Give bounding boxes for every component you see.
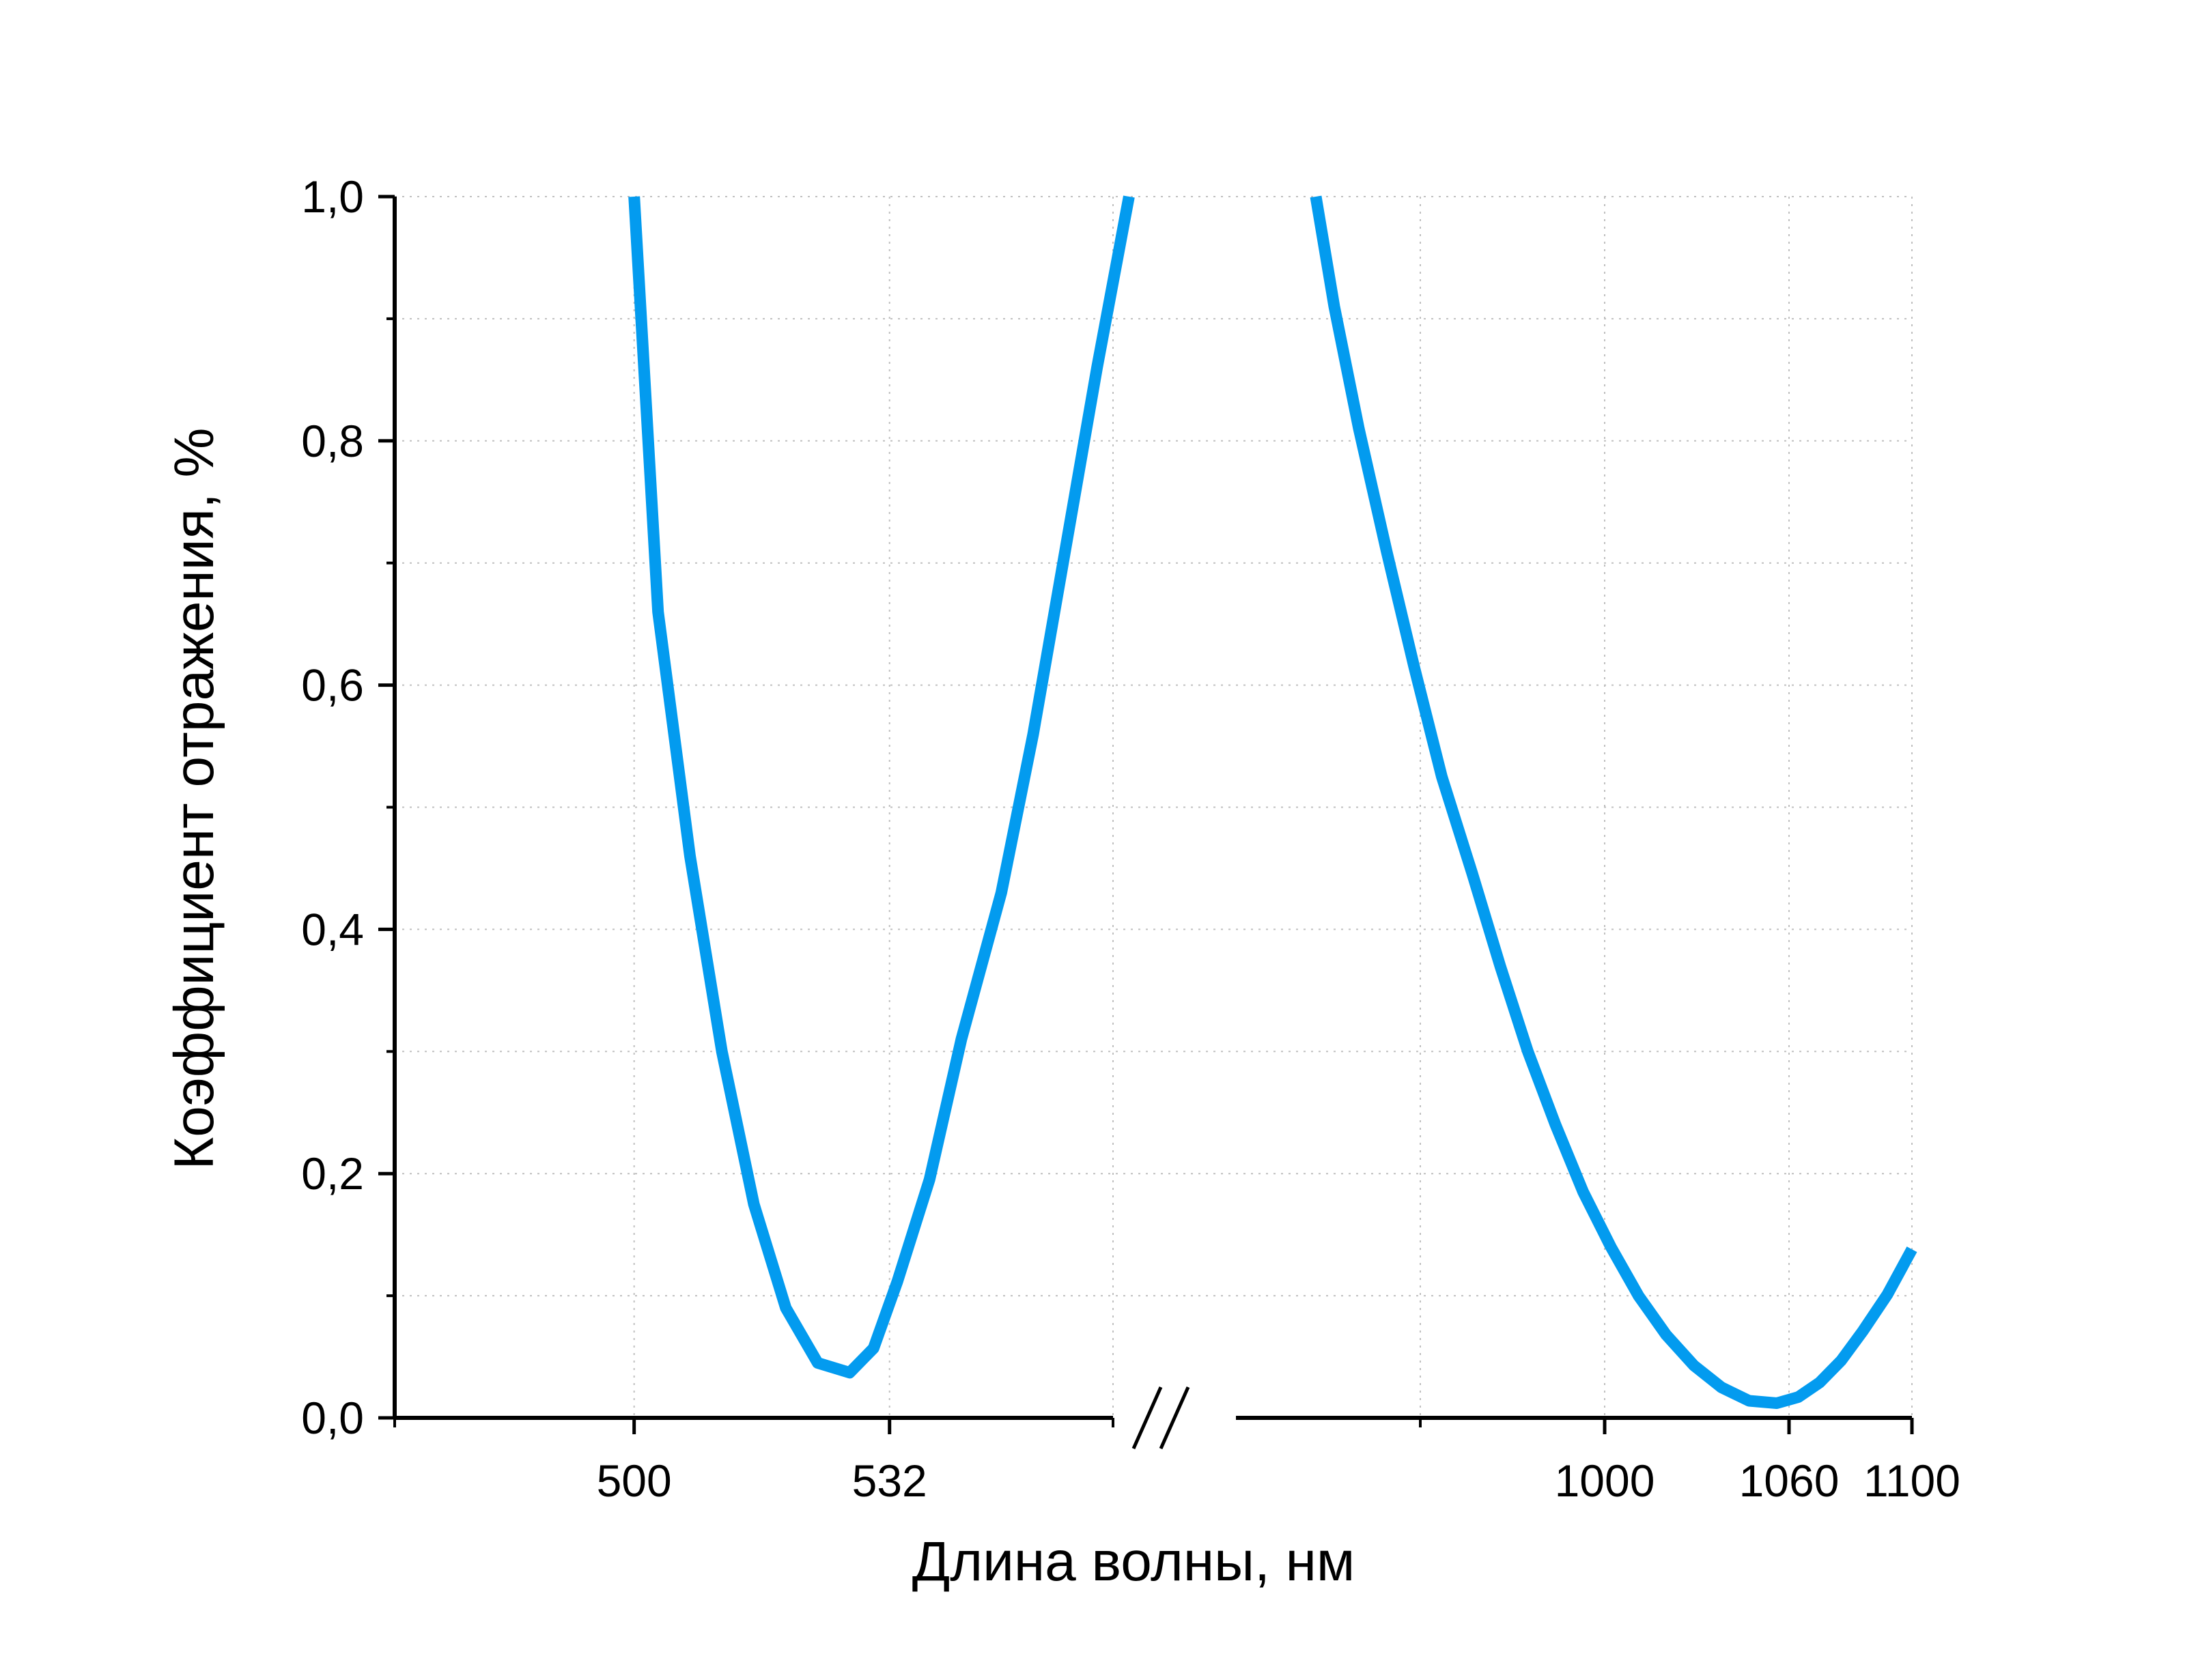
y-tick-label: 0,2 xyxy=(301,1148,364,1199)
x-tick-label: 500 xyxy=(597,1455,672,1506)
axis-break-mark xyxy=(1159,1386,1190,1450)
x-tick-label: 1100 xyxy=(1863,1455,1960,1506)
x-tick-label: 1060 xyxy=(1739,1455,1840,1506)
ticks: 0,0 0,2 0,4 0,6 0,8 1,0 500 532 1000 1060 1100 xyxy=(301,171,1960,1506)
y-tick-label: 1,0 xyxy=(301,171,364,222)
y-tick-label: 0,0 xyxy=(301,1393,364,1443)
x-tick-label: 1000 xyxy=(1555,1455,1655,1506)
reflectance-curve xyxy=(628,195,1135,1379)
y-axis-title: Коэффициент отражения, % xyxy=(163,428,225,1170)
curves xyxy=(628,195,1917,1409)
x-axis-title: Длина волны, нм xyxy=(912,1530,1355,1593)
reflectance-curve xyxy=(1310,195,1917,1409)
grid xyxy=(395,196,1913,1418)
axes xyxy=(393,197,1912,1450)
x-tick-label: 532 xyxy=(852,1455,927,1506)
y-tick-label: 0,8 xyxy=(301,416,364,466)
y-tick-label: 0,6 xyxy=(301,660,364,711)
axis-break-mark xyxy=(1131,1386,1163,1450)
y-tick-label: 0,4 xyxy=(301,904,364,954)
